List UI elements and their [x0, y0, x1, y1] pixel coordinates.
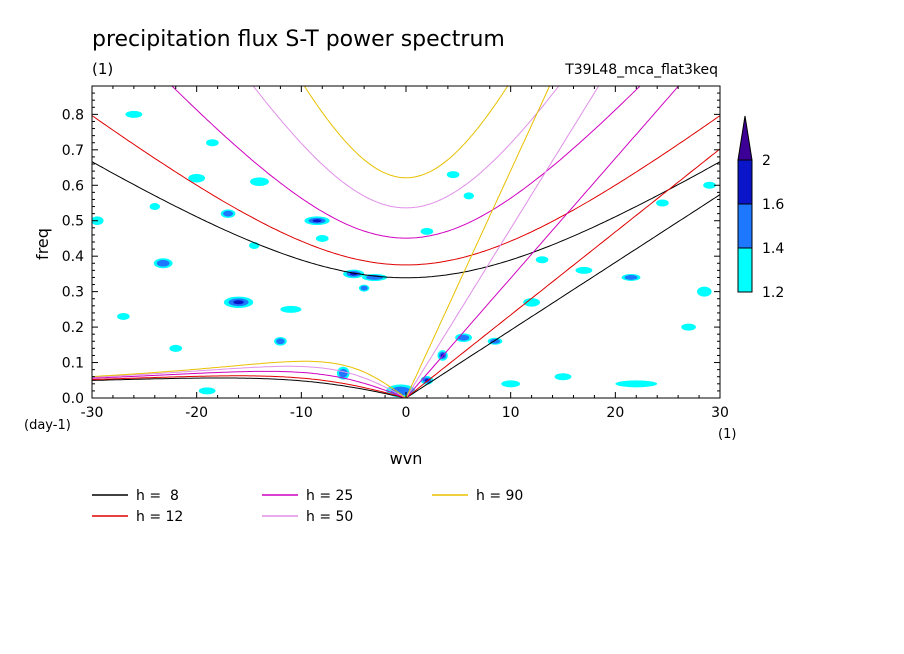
chart-title: precipitation flux S-T power spectrum: [92, 27, 505, 52]
y-tick-label-1: 0.1: [62, 356, 84, 372]
contour-blob-29-level-1: [656, 199, 669, 207]
contour-blob-33-level-1: [169, 344, 183, 352]
contour-blob-36-level-1: [554, 373, 572, 381]
inertia-gravity-curve-h90: [303, 86, 509, 179]
dispersion-curves-layer: [92, 86, 720, 398]
rossby-curve-h90: [92, 360, 407, 398]
contour-blob-7-level-3: [233, 300, 244, 305]
contour-blob-2-level-1: [149, 203, 160, 211]
kelvin-curve-h8: [405, 194, 720, 398]
rossby-curve-h12: [92, 375, 407, 398]
kelvin-curve-h90: [405, 86, 551, 398]
contour-blob-32-level-1: [703, 181, 716, 189]
contour-blob-3-level-2: [156, 259, 170, 267]
contour-blob-1-level-1: [125, 110, 143, 118]
y-tick-label-2: 0.2: [62, 320, 84, 336]
contour-blob-37-level-1: [501, 380, 521, 388]
contour-blob-30-level-1: [681, 323, 696, 331]
rossby-curve-h8: [92, 377, 407, 398]
colorbar: 1.2 1.4 1.6 2: [737, 115, 784, 301]
contour-blob-5-level-1: [206, 139, 219, 147]
contour-blob-6-level-2: [223, 210, 234, 217]
legend-label-h50: h = 50: [306, 509, 353, 525]
legend-label-h90: h = 90: [476, 488, 523, 504]
legend-label-h8: h = 8: [136, 488, 179, 504]
y-tick-label-4: 0.4: [62, 249, 84, 265]
y-tick-label-7: 0.7: [62, 143, 84, 159]
rossby-curve-h25: [92, 370, 407, 398]
x-tick-label-3: 0: [402, 405, 411, 421]
y-tick-label-0: 0.0: [62, 391, 84, 407]
y-tick-label-5: 0.5: [62, 214, 84, 230]
axes-layer: -30 -20 -10 0 10 20 30 0.0 0.1 0.2 0.3 0.4 0.5 0.6 0.7…: [62, 86, 729, 421]
contour-blob-8-level-1: [250, 177, 269, 187]
x-axis-label: wvn: [390, 449, 423, 468]
contour-fill-layer: [92, 110, 716, 398]
contour-blob-31-level-1: [697, 286, 712, 297]
inertia-gravity-curve-h50: [252, 86, 560, 209]
contour-blob-34-level-1: [117, 312, 130, 320]
colorbar-overflow-arrow: [737, 115, 753, 161]
rossby-curve-h50: [92, 365, 407, 398]
contour-blob-35-level-1: [198, 387, 216, 395]
chart-subtitle-right: T39L48_mca_flat3keq: [564, 62, 718, 78]
plot-frame: [91, 85, 721, 399]
colorbar-segment-1: [737, 203, 753, 249]
contour-blob-21-level-1: [420, 227, 434, 235]
kelvin-curve-h50: [405, 86, 600, 398]
contour-blob-13-level-2: [338, 368, 348, 378]
inertia-gravity-curve-h25: [171, 86, 641, 239]
contour-blob-16-level-2: [360, 285, 368, 291]
contour-blob-11-level-3: [312, 219, 322, 223]
y-tick-label-6: 0.6: [62, 178, 84, 194]
inertia-gravity-curve-h12: [92, 115, 720, 266]
contour-blob-9-level-2: [276, 338, 285, 345]
x-tick-label-5: 20: [606, 405, 624, 421]
inertia-gravity-curve-h8: [92, 161, 720, 279]
chart-subtitle-left: (1): [92, 60, 113, 78]
x-tick-label-0: -30: [81, 405, 104, 421]
colorbar-segment-2: [737, 159, 753, 205]
x-tick-label-4: 10: [502, 405, 520, 421]
contour-blob-27-level-2: [624, 275, 638, 280]
contour-blob-39-level-1: [463, 192, 474, 200]
colorbar-label-1: 1.4: [762, 241, 784, 257]
y-tick-label-8: 0.8: [62, 107, 84, 123]
colorbar-label-3: 2: [762, 153, 771, 169]
x-tick-label-1: -20: [185, 405, 208, 421]
contour-blob-26-level-1: [575, 266, 593, 274]
kelvin-curve-h25: [405, 86, 680, 398]
contour-blob-20-level-2: [457, 334, 470, 341]
contour-blob-24-level-1: [523, 297, 540, 307]
contour-blob-12-level-1: [315, 234, 329, 242]
legend: h = 8 h = 12 h = 25 h = 50 h = 90: [92, 488, 523, 525]
legend-label-h25: h = 25: [306, 488, 353, 504]
y-axis-label: freq: [33, 228, 52, 260]
colorbar-segment-0: [737, 247, 753, 293]
kelvin-curve-h12: [405, 148, 720, 398]
colorbar-label-2: 1.6: [762, 197, 784, 213]
contour-blob-28-level-1: [615, 380, 658, 388]
y-axis-unit: (day-1): [24, 418, 71, 433]
colorbar-label-0: 1.2: [762, 285, 784, 301]
contour-blob-4-level-1: [188, 173, 206, 183]
y-tick-label-3: 0.3: [62, 285, 84, 301]
x-axis-unit: (1): [718, 427, 736, 442]
x-tick-label-6: 30: [711, 405, 729, 421]
legend-label-h12: h = 12: [136, 509, 183, 525]
contour-blob-25-level-1: [535, 256, 549, 264]
x-tick-label-2: -10: [290, 405, 313, 421]
contour-blob-10-level-1: [280, 305, 302, 313]
contour-blob-22-level-1: [446, 171, 460, 179]
